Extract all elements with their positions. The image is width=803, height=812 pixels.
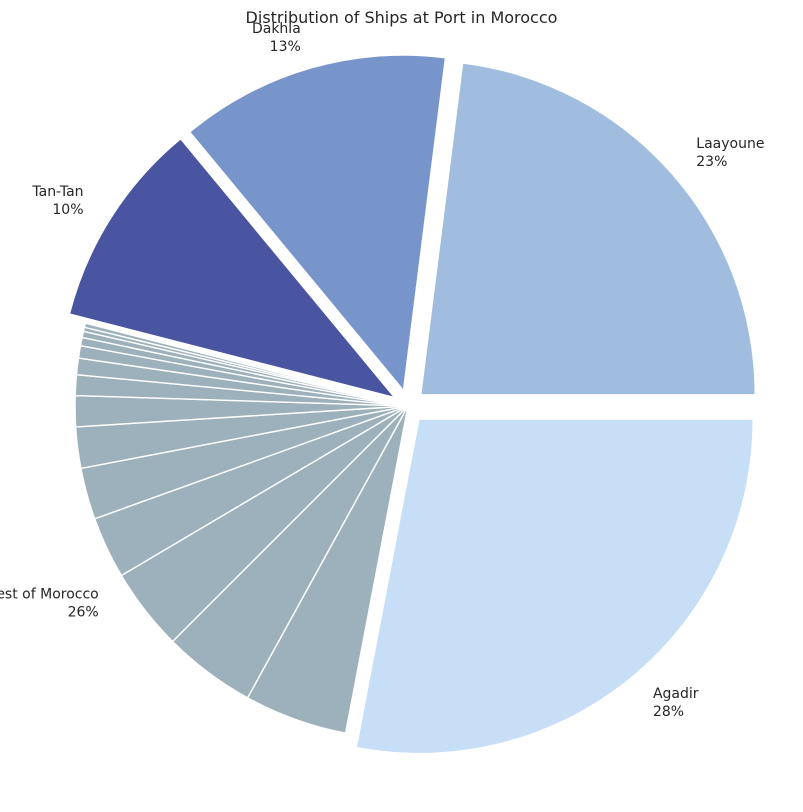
pie-slice-agadir (357, 419, 753, 753)
label-laayoune-name: Laayoune (696, 136, 764, 152)
label-agadir-name: Agadir (653, 686, 699, 702)
label-dakhla-pct: 13% (270, 39, 301, 55)
label-rest-of-morocco-pct: 26% (68, 604, 99, 620)
label-rest-of-morocco-name: Rest of Morocco (0, 586, 99, 602)
pie-slice-laayoune (421, 63, 755, 395)
pie-slice-dakhla (190, 55, 445, 389)
label-dakhla-name: Dakhla (252, 21, 301, 37)
pie-slice-rest-of-morocco-14 (83, 322, 409, 407)
pie-slice-tan-tan (70, 139, 393, 397)
label-agadir-pct: 28% (653, 704, 684, 720)
label-laayoune-pct: 23% (696, 154, 727, 170)
chart-title: Distribution of Ships at Port in Morocco (245, 8, 558, 27)
label-tan-tan-pct: 10% (52, 202, 83, 218)
label-tan-tan-name: Tan-Tan (31, 184, 83, 200)
